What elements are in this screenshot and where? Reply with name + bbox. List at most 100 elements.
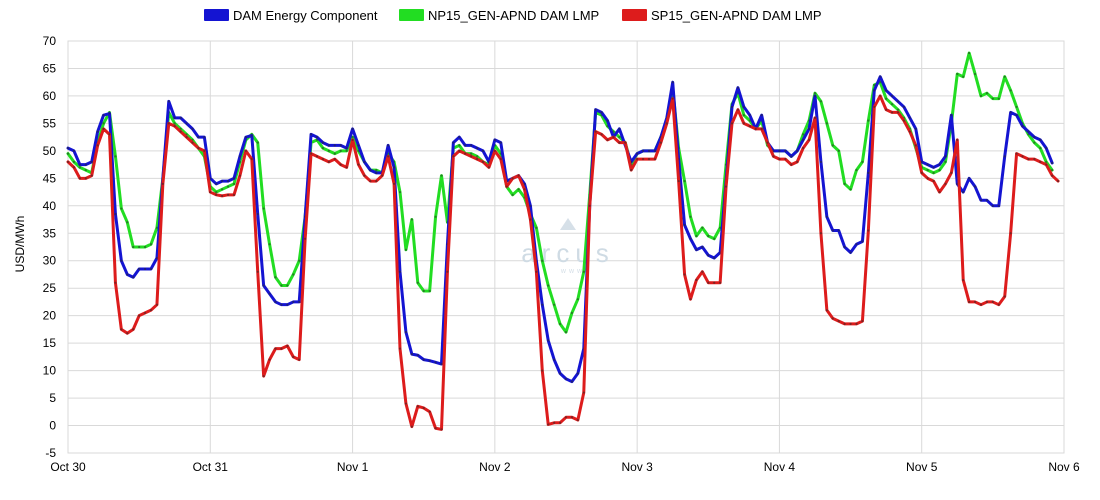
data-point-np15	[541, 259, 544, 262]
data-point-sp15	[262, 374, 265, 378]
data-point-sp15	[215, 193, 218, 196]
data-point-dam	[885, 89, 888, 92]
data-point-np15	[973, 72, 977, 76]
data-point-sp15	[979, 303, 983, 306]
x-tick-label: Nov 1	[337, 460, 369, 474]
data-point-dam	[784, 149, 787, 152]
data-point-sp15	[250, 158, 253, 161]
data-point-dam	[849, 251, 852, 254]
data-point-sp15	[713, 281, 716, 284]
data-point-dam	[345, 147, 348, 150]
data-point-dam	[647, 149, 651, 152]
data-point-sp15	[973, 300, 977, 304]
data-point-sp15	[742, 122, 745, 125]
data-point-sp15	[944, 182, 947, 185]
data-point-np15	[120, 207, 123, 210]
data-point-sp15	[630, 168, 633, 172]
data-point-sp15	[66, 160, 70, 163]
data-point-np15	[149, 243, 153, 246]
y-tick-label: 25	[43, 281, 57, 295]
data-point-dam	[481, 149, 485, 152]
data-point-dam	[138, 267, 141, 271]
data-point-dam	[387, 144, 390, 147]
data-point-np15	[126, 221, 129, 224]
data-point-np15	[849, 188, 852, 191]
data-point-sp15	[843, 322, 846, 326]
data-point-sp15	[1015, 152, 1018, 155]
data-point-sp15	[849, 322, 852, 326]
data-point-sp15	[576, 418, 579, 422]
data-point-np15	[410, 218, 413, 221]
data-point-np15	[78, 166, 81, 169]
data-point-sp15	[784, 158, 787, 161]
data-point-dam	[778, 149, 781, 152]
data-point-sp15	[962, 278, 965, 282]
data-point-np15	[404, 248, 408, 251]
legend-item-np15[interactable]: NP15_GEN-APND DAM LMP	[399, 8, 599, 23]
data-point-dam	[185, 122, 188, 125]
data-point-np15	[926, 168, 929, 172]
data-point-sp15	[902, 119, 906, 122]
data-point-dam	[938, 163, 941, 166]
data-point-dam	[973, 185, 977, 188]
data-point-dam	[422, 358, 425, 361]
data-point-sp15	[873, 105, 876, 109]
data-point-sp15	[143, 311, 147, 315]
data-point-sp15	[481, 160, 485, 163]
data-point-sp15	[452, 155, 455, 158]
data-point-sp15	[647, 158, 651, 161]
data-point-dam	[837, 229, 840, 232]
data-point-sp15	[404, 402, 408, 405]
data-point-np15	[114, 155, 117, 158]
data-point-sp15	[1021, 155, 1024, 158]
data-point-sp15	[908, 130, 911, 133]
data-point-sp15	[167, 122, 170, 125]
data-point-dam	[215, 182, 218, 185]
data-point-np15	[84, 168, 87, 172]
data-point-sp15	[1009, 232, 1012, 235]
data-point-sp15	[280, 347, 283, 350]
data-point-sp15	[547, 423, 550, 426]
data-point-dam	[280, 303, 283, 306]
data-point-dam	[292, 300, 295, 304]
legend-swatch-sp15	[622, 9, 647, 21]
data-point-sp15	[268, 358, 271, 361]
data-point-sp15	[582, 391, 585, 394]
data-point-sp15	[553, 421, 556, 424]
data-point-dam	[96, 130, 99, 133]
y-tick-label: 70	[43, 34, 57, 48]
data-point-sp15	[1033, 158, 1036, 161]
data-point-sp15	[736, 108, 740, 111]
data-point-dam	[274, 300, 277, 304]
data-point-sp15	[772, 155, 775, 158]
data-point-dam	[564, 377, 568, 380]
data-point-sp15	[1003, 295, 1006, 298]
legend-item-dam[interactable]: DAM Energy Component	[204, 8, 378, 23]
data-point-dam	[232, 177, 236, 180]
data-point-dam	[434, 361, 437, 364]
data-point-dam	[475, 147, 479, 150]
data-point-sp15	[286, 344, 289, 347]
data-point-sp15	[985, 300, 989, 304]
data-point-sp15	[600, 133, 603, 136]
data-point-sp15	[410, 425, 413, 428]
data-point-dam	[173, 116, 176, 120]
data-point-np15	[440, 174, 443, 177]
data-point-np15	[867, 119, 870, 122]
data-point-dam	[736, 86, 740, 89]
data-point-sp15	[108, 133, 111, 136]
data-point-sp15	[896, 111, 900, 114]
data-point-np15	[143, 245, 147, 249]
legend-swatch-dam	[204, 9, 229, 21]
legend-item-sp15[interactable]: SP15_GEN-APND DAM LMP	[622, 8, 822, 23]
y-axis-title: USD/MWh	[13, 216, 27, 273]
data-point-sp15	[523, 188, 526, 191]
data-point-dam	[606, 119, 609, 122]
data-point-dam	[392, 166, 396, 169]
data-point-dam	[796, 149, 799, 152]
data-point-np15	[1039, 147, 1042, 150]
data-point-sp15	[434, 427, 437, 430]
data-point-sp15	[345, 166, 348, 169]
data-point-sp15	[173, 125, 176, 128]
